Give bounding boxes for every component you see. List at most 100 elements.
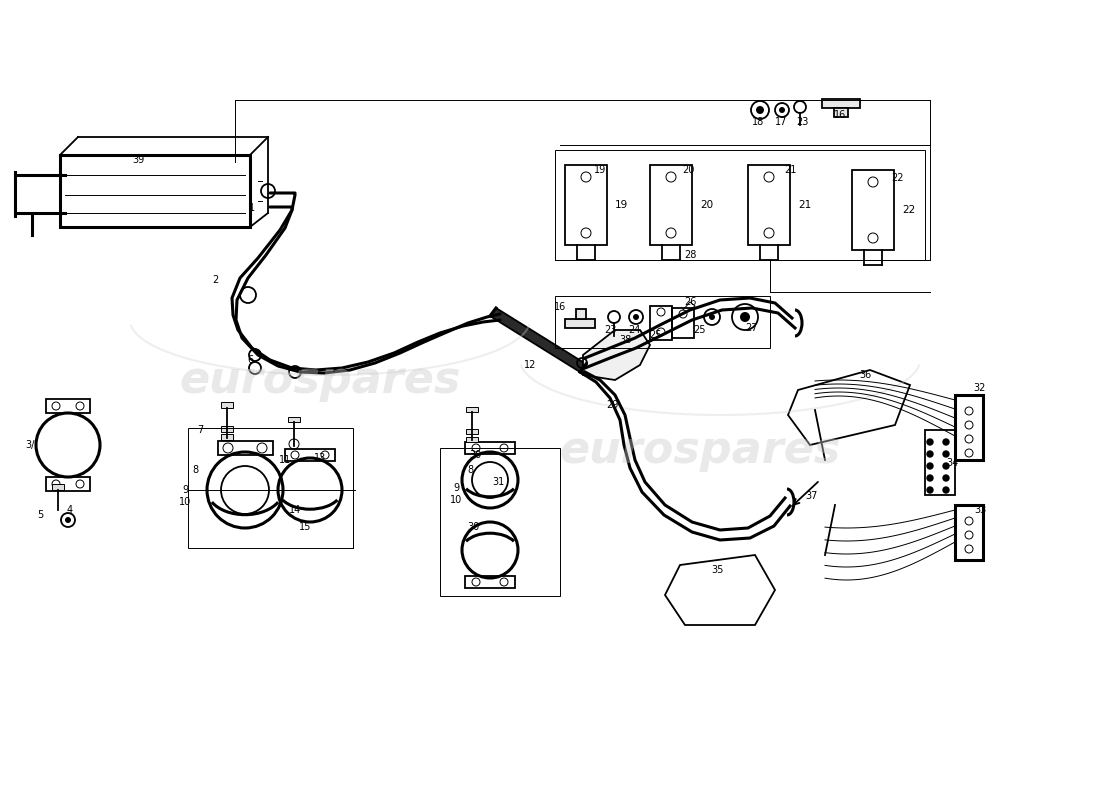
Text: 37: 37 [806,491,818,501]
Bar [221,402,233,408]
Circle shape [740,312,750,322]
Text: 5: 5 [37,510,43,520]
Circle shape [943,475,949,481]
Text: 31: 31 [492,477,504,487]
Circle shape [779,107,785,113]
Polygon shape [490,308,586,372]
Bar [748,165,790,245]
Text: 4: 4 [67,505,73,515]
Text: 24: 24 [628,325,640,335]
Circle shape [943,487,949,493]
Text: 1: 1 [249,203,255,213]
Bar [221,426,233,432]
Text: 23: 23 [795,117,808,127]
Circle shape [927,439,933,445]
Circle shape [943,439,949,445]
Text: 12: 12 [524,360,536,370]
Circle shape [927,475,933,481]
Text: 33: 33 [974,505,986,515]
Text: 21: 21 [784,165,796,175]
Bar [955,395,983,460]
Text: 6: 6 [246,355,253,365]
Bar [650,165,692,245]
Text: 16: 16 [554,302,566,312]
Bar [556,150,925,260]
Text: 18: 18 [752,117,764,127]
Text: 16: 16 [834,110,846,120]
Text: 25: 25 [649,330,661,340]
Bar [466,407,478,412]
Text: 28: 28 [684,250,696,260]
Circle shape [756,106,764,114]
Bar [46,477,90,491]
Bar [218,441,273,455]
Circle shape [632,314,639,320]
Text: eurospares: eurospares [559,429,840,471]
Circle shape [710,314,715,320]
Text: 14: 14 [289,505,301,515]
Bar [955,505,983,560]
Text: 10: 10 [179,497,191,507]
Circle shape [927,487,933,493]
Text: 23: 23 [604,325,616,335]
Text: 19: 19 [594,165,606,175]
Text: 20: 20 [682,165,694,175]
Bar [46,399,90,413]
Text: 15: 15 [299,522,311,532]
Bar [556,296,770,348]
Bar [288,417,300,422]
Bar [52,484,64,490]
Circle shape [927,451,933,457]
Bar [188,428,353,548]
Bar [834,108,848,117]
Bar [60,155,250,227]
Text: 26: 26 [684,297,696,307]
Circle shape [927,463,933,469]
Bar [925,430,955,495]
Bar [576,309,586,319]
Circle shape [65,517,72,523]
Bar [465,576,515,588]
Text: 9: 9 [182,485,188,495]
Text: 34: 34 [946,458,958,468]
Text: 20: 20 [700,200,713,210]
Text: 35: 35 [712,565,724,575]
Text: 22: 22 [902,205,915,215]
Text: 36: 36 [859,370,871,380]
Bar [852,170,894,250]
Text: 2: 2 [212,275,218,285]
Text: 10: 10 [450,495,462,505]
Bar [465,442,515,454]
Circle shape [943,451,949,457]
Text: 22: 22 [892,173,904,183]
Text: 11: 11 [279,455,292,465]
Text: 30: 30 [466,522,480,532]
Text: 13: 13 [314,453,326,463]
Text: 8: 8 [466,465,473,475]
Text: 27: 27 [746,323,758,333]
Text: 30: 30 [469,450,481,460]
Text: 8: 8 [191,465,198,475]
Bar [440,448,560,596]
Bar [650,306,672,340]
Text: 21: 21 [798,200,812,210]
Text: eurospares: eurospares [179,358,461,402]
Circle shape [943,463,949,469]
Bar [285,449,336,461]
Bar [565,319,595,328]
Bar [822,99,860,108]
Text: 39: 39 [132,155,144,165]
Text: 3/: 3/ [25,440,35,450]
Text: 7: 7 [197,425,204,435]
Text: 29: 29 [606,400,618,410]
Text: 9: 9 [453,483,459,493]
Text: 17: 17 [774,117,788,127]
Bar [221,434,233,440]
Bar [565,165,607,245]
Text: 32: 32 [974,383,987,393]
Text: 19: 19 [615,200,628,210]
Bar [672,308,694,338]
Text: 25: 25 [694,325,706,335]
Polygon shape [583,330,650,380]
Bar [466,429,478,434]
